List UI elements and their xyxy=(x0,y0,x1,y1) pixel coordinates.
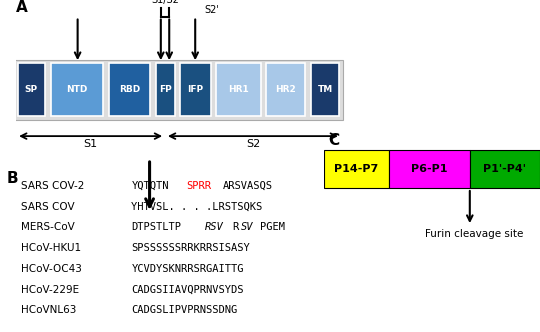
Text: C: C xyxy=(328,133,340,148)
Bar xyxy=(51,63,103,116)
Text: FP: FP xyxy=(159,85,171,94)
Bar xyxy=(15,60,343,120)
Bar xyxy=(266,63,305,116)
Bar xyxy=(156,63,174,116)
Text: SV: SV xyxy=(241,222,254,232)
Text: P6-P1: P6-P1 xyxy=(411,164,448,174)
Text: HR1: HR1 xyxy=(228,85,249,94)
Text: HCoVNL63: HCoVNL63 xyxy=(21,305,76,315)
Text: R: R xyxy=(232,222,238,232)
Bar xyxy=(109,63,150,116)
Text: S2: S2 xyxy=(246,139,260,149)
Text: SARS COV: SARS COV xyxy=(21,202,75,212)
Text: NTD: NTD xyxy=(66,85,87,94)
Text: TM: TM xyxy=(318,85,333,94)
Bar xyxy=(180,63,211,116)
Bar xyxy=(310,63,340,116)
Text: RBD: RBD xyxy=(119,85,140,94)
Text: CADGSLIPVPRNSSDNG: CADGSLIPVPRNSSDNG xyxy=(131,305,238,315)
Text: ARSVASQS: ARSVASQS xyxy=(223,181,273,191)
Bar xyxy=(18,63,45,116)
Text: Furin cleavage site: Furin cleavage site xyxy=(425,229,523,239)
Text: P1'-P4': P1'-P4' xyxy=(483,164,526,174)
Text: SARS COV-2: SARS COV-2 xyxy=(21,181,84,191)
Text: SP: SP xyxy=(24,85,38,94)
Text: S1: S1 xyxy=(84,139,98,149)
Text: IFP: IFP xyxy=(187,85,204,94)
Text: DTPSTLTP: DTPSTLTP xyxy=(131,222,181,232)
Bar xyxy=(389,150,470,188)
Text: HCoV-HKU1: HCoV-HKU1 xyxy=(21,243,81,253)
Text: B: B xyxy=(7,171,18,186)
Text: HR2: HR2 xyxy=(275,85,296,94)
Text: PGEM: PGEM xyxy=(260,222,285,232)
Text: YQTQTN: YQTQTN xyxy=(131,181,169,191)
Text: P14-P7: P14-P7 xyxy=(334,164,379,174)
Bar xyxy=(324,150,389,188)
Text: YCVDYSKNRRSRGAITTG: YCVDYSKNRRSRGAITTG xyxy=(131,264,244,274)
Text: S2': S2' xyxy=(204,5,219,15)
Bar xyxy=(216,63,261,116)
Bar xyxy=(470,150,540,188)
Text: CADGSIIAVQPRNVSYDS: CADGSIIAVQPRNVSYDS xyxy=(131,285,244,295)
Text: HCoV-OC43: HCoV-OC43 xyxy=(21,264,82,274)
Text: RSV: RSV xyxy=(205,222,224,232)
Text: A: A xyxy=(16,0,28,15)
Text: HCoV-229E: HCoV-229E xyxy=(21,285,79,295)
Text: SPSSSSSSRRKRRSISASY: SPSSSSSSRRKRRSISASY xyxy=(131,243,250,253)
Text: S1/S2: S1/S2 xyxy=(151,0,179,5)
Text: YHTVSL. . . .LRSTSQKS: YHTVSL. . . .LRSTSQKS xyxy=(131,202,262,212)
Text: MERS-CoV: MERS-CoV xyxy=(21,222,75,232)
Text: SPRR: SPRR xyxy=(186,181,211,191)
